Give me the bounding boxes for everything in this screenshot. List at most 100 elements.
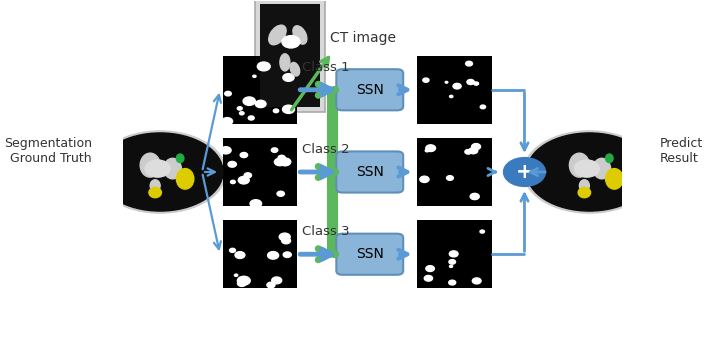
Circle shape [480, 105, 486, 109]
Circle shape [244, 173, 251, 178]
Circle shape [472, 278, 481, 284]
Circle shape [447, 176, 453, 180]
Circle shape [280, 158, 291, 166]
Ellipse shape [605, 169, 623, 189]
Ellipse shape [527, 133, 652, 211]
FancyBboxPatch shape [336, 69, 403, 110]
Circle shape [449, 260, 455, 264]
Circle shape [221, 147, 231, 154]
Text: SSN: SSN [356, 83, 384, 97]
Circle shape [240, 152, 248, 158]
FancyBboxPatch shape [255, 0, 325, 112]
Circle shape [256, 100, 266, 108]
Circle shape [237, 276, 250, 285]
Circle shape [426, 149, 429, 152]
Ellipse shape [140, 153, 160, 177]
Circle shape [279, 233, 290, 241]
Circle shape [257, 62, 270, 71]
Circle shape [239, 112, 244, 115]
Circle shape [426, 266, 435, 271]
Circle shape [243, 97, 256, 105]
Ellipse shape [593, 158, 610, 179]
Circle shape [420, 176, 429, 182]
Ellipse shape [149, 187, 161, 198]
Circle shape [480, 230, 484, 233]
Circle shape [472, 143, 481, 150]
Ellipse shape [269, 25, 286, 45]
Circle shape [231, 180, 235, 184]
Circle shape [237, 280, 246, 287]
Ellipse shape [280, 54, 290, 71]
Circle shape [234, 274, 238, 276]
Circle shape [224, 92, 232, 96]
Text: SSN: SSN [356, 165, 384, 179]
Ellipse shape [579, 180, 589, 192]
Circle shape [268, 251, 279, 259]
Circle shape [275, 158, 285, 166]
Circle shape [450, 251, 458, 257]
Circle shape [503, 158, 545, 186]
Ellipse shape [176, 169, 194, 189]
Text: +: + [515, 162, 533, 182]
Circle shape [273, 109, 279, 112]
Circle shape [271, 148, 278, 152]
FancyBboxPatch shape [222, 55, 297, 124]
Circle shape [426, 145, 435, 151]
FancyBboxPatch shape [336, 151, 403, 193]
Ellipse shape [94, 131, 226, 213]
Text: CT image: CT image [330, 31, 396, 45]
Text: Class 2: Class 2 [302, 143, 350, 156]
Text: Class 3: Class 3 [302, 225, 350, 238]
Circle shape [282, 36, 300, 48]
Ellipse shape [569, 153, 589, 177]
Circle shape [470, 193, 479, 200]
Circle shape [145, 160, 170, 177]
FancyBboxPatch shape [222, 138, 297, 206]
Circle shape [235, 252, 245, 258]
Circle shape [423, 78, 429, 82]
Circle shape [282, 238, 290, 244]
Circle shape [282, 105, 295, 114]
FancyBboxPatch shape [222, 220, 297, 289]
Ellipse shape [290, 63, 299, 76]
Ellipse shape [150, 180, 160, 192]
FancyBboxPatch shape [336, 234, 403, 275]
FancyBboxPatch shape [260, 4, 320, 107]
Ellipse shape [97, 133, 223, 211]
Ellipse shape [605, 154, 613, 163]
FancyBboxPatch shape [417, 55, 492, 124]
Circle shape [222, 118, 233, 125]
Circle shape [277, 191, 285, 196]
Text: Segmentation
Ground Truth: Segmentation Ground Truth [4, 138, 92, 165]
Circle shape [450, 265, 452, 267]
Circle shape [273, 252, 277, 256]
Circle shape [250, 200, 261, 208]
Circle shape [249, 116, 254, 120]
Circle shape [465, 150, 472, 154]
Circle shape [283, 252, 291, 257]
Circle shape [253, 75, 256, 77]
Circle shape [445, 82, 448, 83]
Circle shape [237, 107, 242, 110]
Circle shape [267, 282, 275, 288]
Circle shape [424, 276, 433, 281]
Circle shape [474, 82, 479, 85]
Circle shape [469, 148, 478, 154]
Text: SSN: SSN [356, 247, 384, 261]
Circle shape [466, 61, 472, 66]
Text: Class 1: Class 1 [302, 61, 350, 74]
Ellipse shape [578, 187, 590, 198]
FancyBboxPatch shape [417, 138, 492, 206]
Circle shape [272, 277, 282, 284]
Circle shape [453, 83, 461, 89]
Ellipse shape [176, 154, 184, 163]
Ellipse shape [293, 26, 307, 44]
Circle shape [278, 155, 285, 160]
Text: Predict
Result: Predict Result [661, 138, 704, 165]
Ellipse shape [164, 158, 181, 179]
Circle shape [283, 74, 294, 81]
Circle shape [229, 248, 236, 252]
Circle shape [228, 161, 236, 167]
Circle shape [449, 280, 456, 285]
Circle shape [239, 176, 249, 184]
